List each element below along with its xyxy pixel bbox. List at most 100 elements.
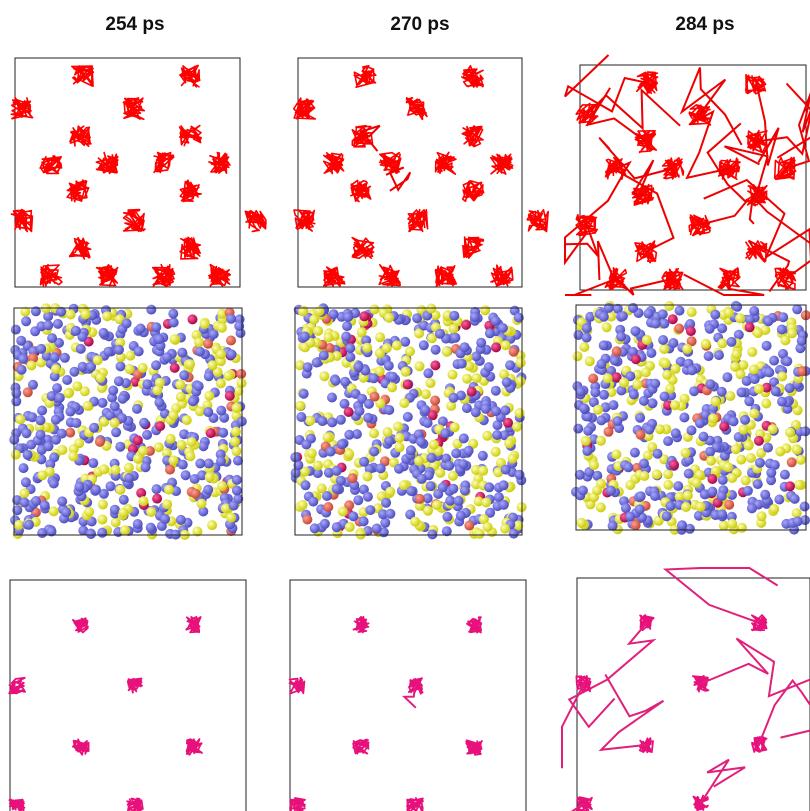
trajectory-cluster	[290, 678, 305, 694]
trajectory-cluster	[752, 615, 767, 630]
atom	[22, 428, 32, 438]
atom	[448, 484, 458, 494]
atom	[103, 347, 113, 357]
atom	[599, 312, 609, 322]
atom	[749, 306, 759, 316]
atom	[659, 319, 669, 329]
atom	[152, 484, 162, 494]
trajectory-cluster	[209, 153, 230, 174]
trajectory-cluster	[70, 126, 91, 146]
atom	[194, 381, 204, 391]
atom	[65, 407, 75, 417]
atom	[512, 422, 522, 432]
atom	[65, 428, 75, 438]
atom	[730, 362, 740, 372]
atom	[298, 500, 308, 510]
atom	[98, 398, 108, 408]
atom	[110, 401, 120, 411]
trajectory-hop	[565, 55, 648, 111]
atom	[166, 434, 176, 444]
atom	[301, 480, 311, 490]
atom	[380, 518, 390, 528]
atom	[732, 302, 742, 312]
atom	[362, 472, 372, 482]
atom	[142, 379, 152, 389]
atom	[457, 359, 467, 369]
atom	[302, 515, 312, 525]
atom	[450, 333, 460, 343]
atom	[403, 412, 413, 422]
atom	[613, 416, 623, 426]
atom	[303, 362, 313, 372]
atom	[454, 496, 464, 506]
trajectory-cluster	[245, 211, 266, 232]
atom	[16, 336, 26, 346]
atom	[585, 356, 595, 366]
atom	[168, 455, 178, 465]
atom	[165, 465, 175, 475]
atom	[326, 447, 336, 457]
atom	[359, 516, 369, 526]
atom	[93, 355, 103, 365]
atom	[636, 430, 646, 440]
atom	[124, 473, 134, 483]
page: 254 ps 270 ps 284 ps (() => { const data…	[0, 0, 810, 811]
atom	[499, 480, 509, 490]
atom	[757, 511, 767, 521]
atom	[717, 509, 727, 519]
atom	[582, 333, 592, 343]
atom	[152, 494, 162, 504]
atom	[723, 462, 733, 472]
atom	[430, 360, 440, 370]
atom	[177, 440, 187, 450]
atom	[191, 489, 201, 499]
atom	[738, 360, 748, 370]
atom	[115, 442, 125, 452]
atom	[741, 476, 751, 486]
atom	[207, 520, 217, 530]
atom	[312, 358, 322, 368]
atom	[599, 390, 609, 400]
atom	[338, 507, 348, 517]
atom	[590, 387, 600, 397]
atom	[86, 529, 96, 539]
atom	[231, 427, 241, 437]
atom	[151, 360, 161, 370]
atom	[310, 523, 320, 533]
atom	[169, 318, 179, 328]
atom	[319, 350, 329, 360]
atom	[410, 517, 420, 527]
atom	[141, 462, 151, 472]
trajectory-cluster	[72, 66, 94, 86]
atom	[648, 398, 658, 408]
atom	[138, 446, 148, 456]
atom	[327, 393, 337, 403]
atom	[317, 483, 327, 493]
atom	[308, 497, 318, 507]
atom	[323, 502, 333, 512]
atom	[501, 340, 511, 350]
atom	[320, 519, 330, 529]
atom	[99, 328, 109, 338]
atom	[382, 343, 392, 353]
atom	[329, 309, 339, 319]
atom	[345, 343, 355, 353]
atom	[687, 425, 697, 435]
atom	[118, 394, 128, 404]
atom	[663, 436, 673, 446]
atom	[177, 348, 187, 358]
atom	[669, 460, 679, 470]
atom	[646, 348, 656, 358]
atom	[498, 323, 508, 333]
atom	[392, 341, 402, 351]
atom	[395, 433, 405, 443]
trajectory-cluster	[467, 617, 481, 632]
atom	[755, 458, 765, 468]
atom	[182, 415, 192, 425]
atom	[168, 309, 178, 319]
atom	[701, 339, 711, 349]
atom	[230, 437, 240, 447]
trajectory-cluster	[41, 265, 63, 287]
atom	[480, 305, 490, 315]
atom	[415, 361, 425, 371]
